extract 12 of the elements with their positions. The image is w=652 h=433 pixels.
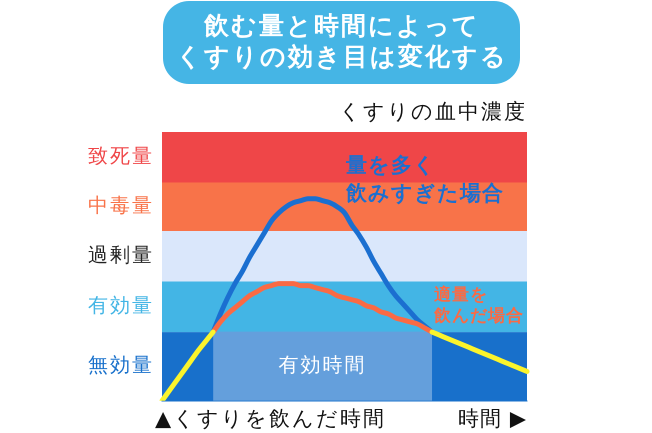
text: ▲くすりを飲んだ時間 <box>155 406 386 430</box>
band-label: 有効量 <box>88 293 154 318</box>
band-label: 中毒量 <box>88 192 154 217</box>
x-axis-title: 時間 ▶ <box>458 406 527 430</box>
band-label: 無効量 <box>88 352 154 377</box>
y-axis-title: くすりの血中濃度 <box>339 99 527 124</box>
band-label: 致死量 <box>88 143 154 168</box>
band-label: 過剰量 <box>88 242 154 266</box>
series-label: 量を多く飲みすぎた場合 <box>345 153 504 206</box>
chart-title: 飲む量と時間によってくすりの効き目は変化する <box>176 11 508 71</box>
series-label: 適量を飲んだ場合 <box>433 285 524 326</box>
series-label: 有効時間 <box>278 352 367 377</box>
